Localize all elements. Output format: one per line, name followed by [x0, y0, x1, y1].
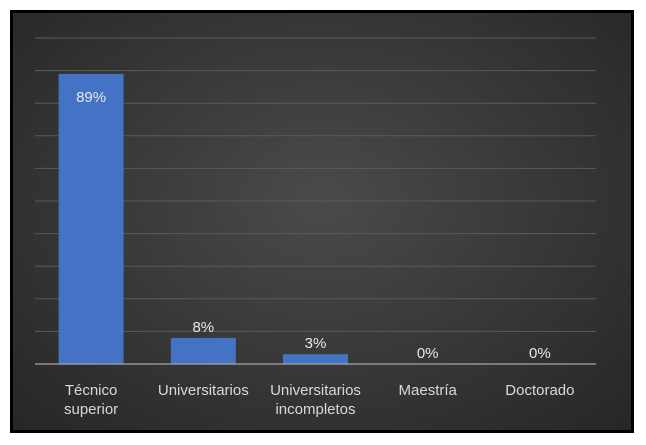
chart-area: 89% 8% 3% 0% 0% Técnico superior Universitarios… [10, 10, 634, 433]
x-tick-label-line: superior [64, 401, 118, 418]
data-label-0: 89% [76, 89, 106, 106]
x-tick-label-line: Universitarios [158, 382, 249, 399]
bar-2 [283, 354, 348, 364]
x-tick-label-line: Universitarios [270, 382, 361, 399]
x-tick-label-2: Universitarios incompletos [270, 382, 361, 418]
x-tick-label-1: Universitarios [158, 382, 249, 399]
bar-chart: 89% 8% 3% 0% 0% Técnico superior Universitarios… [35, 37, 596, 418]
data-label-3: 0% [417, 345, 439, 362]
data-label-2: 3% [305, 335, 327, 352]
data-label-1: 8% [192, 319, 214, 336]
x-tick-label-4: Doctorado [505, 382, 574, 399]
x-tick-label-line: Técnico [65, 382, 118, 399]
x-tick-label-3: Maestría [399, 382, 458, 399]
x-tick-label-line: incompletos [275, 401, 355, 418]
x-tick-label-line: Doctorado [505, 382, 574, 399]
bar-0 [58, 73, 124, 365]
data-label-4: 0% [529, 345, 551, 362]
x-tick-label-0: Técnico superior [64, 382, 118, 418]
bar-1 [170, 337, 236, 364]
x-tick-label-line: Maestría [399, 382, 458, 399]
